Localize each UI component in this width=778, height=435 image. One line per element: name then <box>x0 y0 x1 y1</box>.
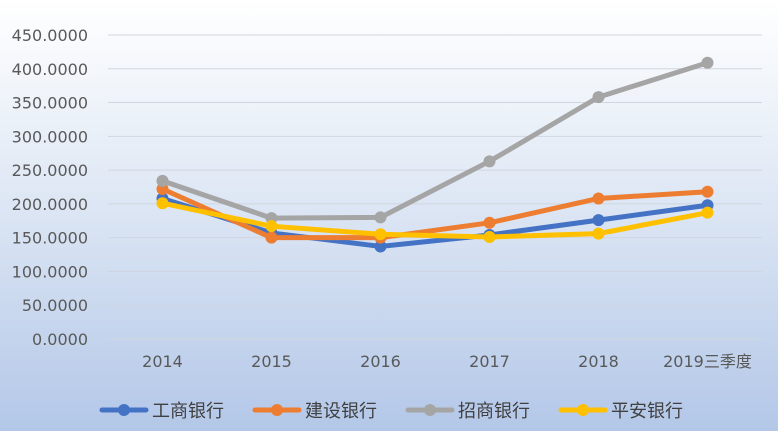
legend-marker <box>577 404 589 416</box>
y-tick-label: 150.0000 <box>12 229 88 248</box>
data-point <box>374 240 387 253</box>
series-line <box>160 60 710 221</box>
y-tick-label: 0.0000 <box>32 330 88 349</box>
x-axis-ticks: 2014 2015 2016 2017 2018 2019三季度 <box>142 352 752 371</box>
legend: 工商银行 建设银行 招商银行 平安银行 <box>99 401 683 422</box>
data-point <box>592 214 605 227</box>
data-point <box>265 220 278 233</box>
legend-item: 平安银行 <box>558 401 683 422</box>
series-lines <box>156 56 714 253</box>
legend-item: 工商银行 <box>99 401 224 422</box>
legend-marker <box>424 404 436 416</box>
data-point <box>701 56 714 69</box>
legend-item: 建设银行 <box>252 401 377 422</box>
y-tick-label: 350.0000 <box>12 94 88 113</box>
data-point <box>701 185 714 198</box>
data-point <box>592 91 605 104</box>
legend-label: 建设银行 <box>305 401 377 422</box>
data-point <box>483 216 496 229</box>
data-point <box>483 155 496 168</box>
y-tick-label: 250.0000 <box>12 161 88 180</box>
legend-label: 工商银行 <box>152 401 224 422</box>
series-4 <box>156 197 714 243</box>
legend-label: 招商银行 <box>458 401 530 422</box>
series-3 <box>156 56 714 225</box>
data-point <box>592 227 605 240</box>
x-tick-label: 2017 <box>469 352 510 371</box>
y-tick-label: 200.0000 <box>12 195 88 214</box>
legend-item: 招商银行 <box>405 401 530 422</box>
legend-label: 平安银行 <box>611 401 683 422</box>
y-axis-ticks: 0.0000 50.0000 100.0000 150.0000 200.0000 250… <box>12 26 88 349</box>
y-tick-label: 400.0000 <box>12 60 88 79</box>
series-line <box>160 200 710 240</box>
series-line <box>160 186 710 241</box>
y-tick-label: 50.0000 <box>22 296 88 315</box>
x-tick-label: 2015 <box>251 352 292 371</box>
data-point <box>592 192 605 205</box>
x-tick-label: 2016 <box>360 352 401 371</box>
y-tick-label: 100.0000 <box>12 262 88 281</box>
x-tick-label: 2019三季度 <box>663 352 752 371</box>
data-point <box>265 231 278 244</box>
data-point <box>374 228 387 241</box>
gridlines <box>108 34 762 340</box>
x-tick-label: 2018 <box>578 352 619 371</box>
data-point <box>483 230 496 243</box>
data-point <box>156 174 169 187</box>
data-point <box>701 206 714 219</box>
data-point <box>156 197 169 210</box>
y-tick-label: 450.0000 <box>12 26 88 45</box>
data-point <box>374 211 387 224</box>
legend-marker <box>118 404 130 416</box>
legend-marker <box>271 404 283 416</box>
y-tick-label: 300.0000 <box>12 127 88 146</box>
x-tick-label: 2014 <box>142 352 183 371</box>
